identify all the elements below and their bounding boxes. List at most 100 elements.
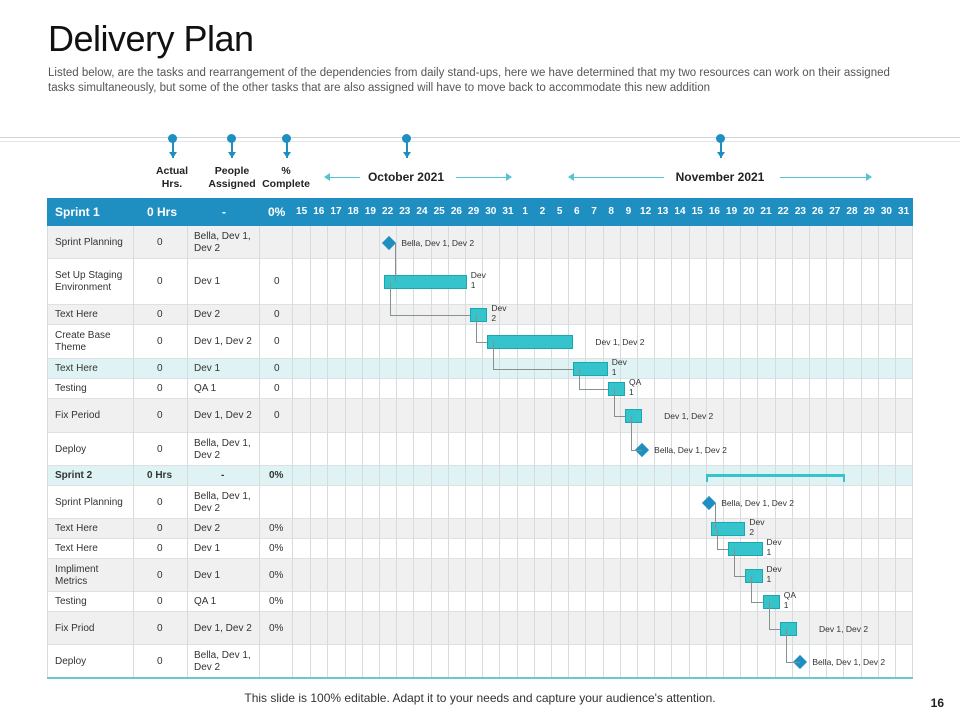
- task-name: Sprint Planning: [55, 236, 123, 248]
- day-label: 29: [863, 206, 875, 217]
- task-people: Dev 1, Dev 2: [194, 336, 252, 347]
- task-name: Deploy: [55, 655, 87, 667]
- day-label: 24: [416, 206, 428, 217]
- task-complete: 0: [274, 410, 280, 421]
- task-row: [47, 519, 913, 539]
- dependency-line: [614, 389, 615, 416]
- col-divider: [47, 226, 48, 678]
- day-divider: [620, 226, 621, 678]
- col-actual-hrs: Actual Hrs.: [155, 165, 189, 190]
- task-bar: [779, 621, 797, 636]
- dependency-line: [493, 369, 574, 370]
- day-divider: [482, 226, 483, 678]
- page-subtitle: Listed below, are the tasks and rearrang…: [48, 67, 890, 94]
- pin-dot: [716, 134, 725, 143]
- task-people: Bella, Dev 1, Dev 2: [194, 490, 251, 514]
- task-row: [47, 433, 913, 466]
- divider: [0, 137, 960, 138]
- sprint2-name: Sprint 2: [55, 470, 93, 481]
- bar-label: Dev 1, Dev 2: [818, 623, 869, 634]
- sprint2-complete: 0%: [269, 470, 284, 481]
- day-divider: [327, 226, 328, 678]
- day-divider: [551, 226, 552, 678]
- dependency-line: [717, 529, 718, 549]
- month-november: November 2021: [675, 170, 765, 184]
- bar-label: Dev 1: [611, 357, 627, 377]
- pin-arrow-icon: [169, 152, 177, 158]
- task-bar: [762, 595, 780, 609]
- col-divider: [187, 226, 188, 678]
- day-divider: [912, 226, 913, 678]
- day-divider: [861, 226, 862, 678]
- dependency-line: [769, 602, 770, 629]
- day-divider: [689, 226, 690, 678]
- dependency-line: [717, 549, 729, 550]
- task-complete: 0%: [269, 596, 284, 607]
- dependency-line: [751, 575, 752, 602]
- bar-label: Dev 1: [470, 270, 486, 290]
- day-divider: [585, 226, 586, 678]
- task-people: QA 1: [194, 383, 217, 394]
- day-label: 13: [657, 206, 669, 217]
- dependency-line: [493, 342, 494, 369]
- day-label: 27: [829, 206, 841, 217]
- milestone-label: Bella, Dev 1, Dev 2: [654, 444, 727, 455]
- day-label: 23: [794, 206, 806, 217]
- task-complete: 0%: [269, 523, 284, 534]
- day-label: 5: [556, 206, 563, 217]
- sprint2-hours: 0 Hrs: [147, 470, 173, 481]
- day-label: 7: [591, 206, 597, 217]
- arrow-right-icon: [506, 173, 512, 181]
- day-divider: [465, 226, 466, 678]
- row-divider: [47, 304, 913, 305]
- day-divider: [603, 226, 604, 678]
- task-people: Dev 1: [194, 569, 221, 581]
- row-divider: [47, 538, 913, 539]
- sprint2-row: [47, 466, 913, 486]
- day-label: 6: [574, 206, 580, 217]
- task-people: Dev 2: [194, 309, 221, 320]
- day-label: 31: [898, 206, 910, 217]
- row-divider: [47, 518, 913, 519]
- day-divider: [826, 226, 827, 678]
- task-row: [47, 486, 913, 519]
- task-row: [47, 645, 913, 678]
- day-label: 14: [674, 206, 686, 217]
- task-row: [47, 559, 913, 592]
- day-label: 15: [691, 206, 703, 217]
- task-hours: 0: [157, 655, 163, 667]
- row-divider: [47, 558, 913, 559]
- day-label: 23: [399, 206, 411, 217]
- task-hours: 0: [157, 236, 163, 248]
- dependency-line: [579, 389, 608, 390]
- day-divider: [775, 226, 776, 678]
- day-label: 12: [640, 206, 652, 217]
- day-divider: [740, 226, 741, 678]
- task-people: Bella, Dev 1, Dev 2: [194, 437, 251, 461]
- day-divider: [413, 226, 414, 678]
- task-name: Impliment Metrics: [55, 563, 99, 587]
- task-people: Bella, Dev 1, Dev 2: [194, 649, 251, 673]
- task-hours: 0: [157, 496, 163, 508]
- day-label: 17: [330, 206, 342, 217]
- day-divider: [723, 226, 724, 678]
- bar-label: Dev 1, Dev 2: [595, 337, 645, 347]
- bar-label: Dev 2: [749, 517, 765, 537]
- pin-arrow-icon: [403, 152, 411, 158]
- dependency-line: [476, 342, 488, 343]
- task-hours: 0: [157, 523, 163, 534]
- task-hours: 0: [157, 383, 163, 394]
- task-hours: 0: [157, 276, 163, 287]
- day-divider: [310, 226, 311, 678]
- task-hours: 0: [157, 363, 163, 374]
- day-label: 16: [313, 206, 325, 217]
- day-label: 21: [760, 206, 772, 217]
- task-hours: 0: [157, 309, 163, 320]
- task-name: Testing: [55, 383, 87, 394]
- day-label: 29: [468, 206, 480, 217]
- arrow-left-icon: [324, 173, 330, 181]
- row-divider: [47, 398, 913, 399]
- day-divider: [843, 226, 844, 678]
- pin-line: [231, 140, 233, 158]
- day-divider: [396, 226, 397, 678]
